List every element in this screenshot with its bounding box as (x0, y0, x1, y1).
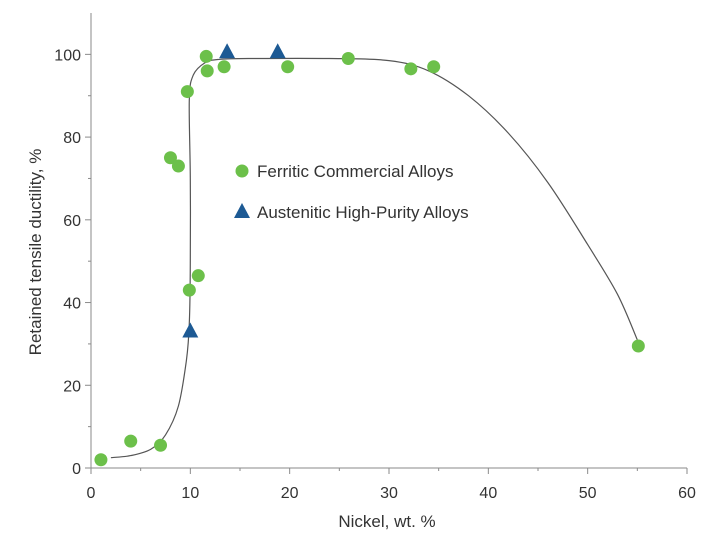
data-points-layer (94, 43, 645, 467)
x-tick-label: 0 (87, 485, 96, 502)
ferritic-data-point (404, 62, 418, 76)
ferritic-data-point (427, 60, 441, 74)
ferritic-data-point (199, 49, 213, 63)
x-tick-label: 60 (678, 485, 696, 502)
axes: 0 20 40 60 80 100 0 10 20 30 40 50 60 (54, 13, 696, 502)
austenitic-data-point (269, 43, 286, 59)
ferritic-data-point (154, 438, 168, 452)
ferritic-data-point (341, 52, 355, 65)
ferritic-data-point (171, 159, 185, 173)
y-tick-label: 20 (63, 378, 81, 395)
x-tick-label: 10 (181, 485, 199, 502)
ferritic-data-point (94, 453, 108, 467)
y-tick-label: 100 (54, 47, 81, 64)
y-axis-title: Retained tensile ductility, % (26, 149, 45, 356)
trend-curve-layer (110, 57, 638, 459)
x-axis-title: Nickel, wt. % (338, 512, 435, 531)
ferritic-data-point (217, 60, 231, 74)
legend: Ferritic Commercial Alloys Austenitic Hig… (234, 162, 469, 222)
ferritic-data-point (124, 434, 138, 448)
legend-label: Austenitic High-Purity Alloys (257, 203, 469, 222)
ferritic-data-point (180, 85, 194, 99)
x-tick-label: 30 (380, 485, 398, 502)
ferritic-data-point (631, 339, 645, 353)
y-tick-label: 40 (63, 296, 81, 313)
austenitic-data-point (182, 322, 199, 338)
ferritic-data-point (191, 269, 205, 283)
ferritic-data-point (163, 151, 177, 165)
ferritic-data-point (200, 64, 214, 78)
y-tick-label: 80 (63, 130, 81, 147)
legend-label: Ferritic Commercial Alloys (257, 162, 453, 181)
x-tick-label: 50 (579, 485, 597, 502)
austenitic-data-point (219, 43, 236, 59)
ferritic-data-point (182, 283, 196, 297)
ferritic-data-point (281, 60, 295, 74)
legend-marker-ferritic (235, 164, 249, 178)
legend-marker-austenitic (234, 203, 250, 218)
x-tick-label: 20 (281, 485, 299, 502)
y-tick-label: 0 (72, 461, 81, 478)
trend-curve (110, 57, 638, 459)
y-tick-label: 60 (63, 213, 81, 230)
x-tick-label: 40 (479, 485, 497, 502)
